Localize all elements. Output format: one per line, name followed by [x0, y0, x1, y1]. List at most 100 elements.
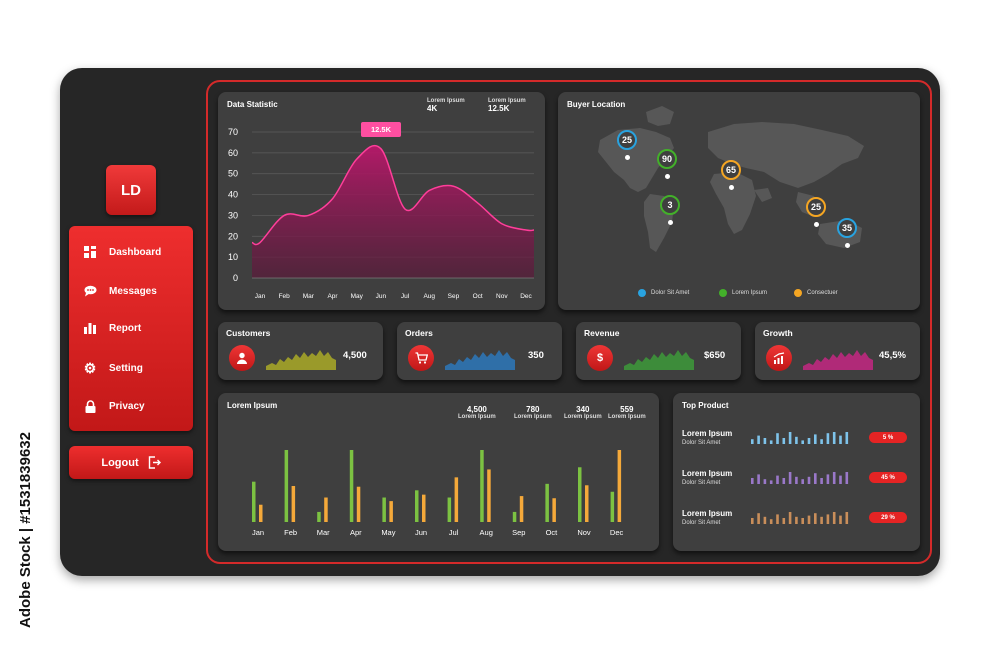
- panel-title: Buyer Location: [567, 100, 626, 109]
- bar: [454, 477, 459, 522]
- location-pin[interactable]: 65: [721, 160, 741, 180]
- location-pin[interactable]: 3: [660, 195, 680, 215]
- x-tick-label: Jan: [255, 293, 266, 300]
- mini-bar: [782, 438, 786, 444]
- content-outline: [206, 80, 932, 564]
- mini-bar: [757, 513, 760, 524]
- bar: [324, 497, 328, 522]
- legend-label: Consectuer: [807, 290, 838, 296]
- product-sub: Dolor Sit Amet: [682, 440, 721, 446]
- mini-bar: [776, 433, 779, 444]
- mini-bar: [832, 432, 836, 444]
- stat-block: 340 Lorem Ipsum: [564, 405, 602, 420]
- bar: [512, 511, 517, 522]
- panel-title: Lorem Ipsum: [227, 401, 278, 410]
- mini-bar: [814, 513, 817, 524]
- mini-bar: [820, 516, 823, 524]
- sidebar-item-report[interactable]: Report: [83, 321, 141, 335]
- sidebar-item-label: Dashboard: [109, 246, 162, 258]
- kpi-card-orders[interactable]: Orders 350: [397, 322, 562, 380]
- y-tick-label: 10: [228, 252, 238, 262]
- bar-chart: Jan Feb Mar Apr May Jun Jul Aug Sep Oct Nov Dec: [252, 450, 624, 537]
- gear-icon: ⚙: [83, 359, 97, 376]
- stat-value: 4,500: [466, 405, 487, 414]
- y-tick-label: 30: [228, 210, 238, 220]
- data-statistic-panel: Data Statistic Lorem Ipsum 4K Lorem Ipsu…: [218, 92, 545, 310]
- kpi-card-customers[interactable]: Customers 4,500: [218, 322, 383, 380]
- logo[interactable]: LD: [106, 165, 156, 215]
- location-pin[interactable]: 25: [806, 197, 826, 217]
- x-tick-label: Oct: [546, 528, 559, 537]
- bar: [284, 450, 289, 522]
- kpi-card-growth[interactable]: Growth 45,5%: [755, 322, 920, 380]
- mini-bar: [839, 515, 842, 524]
- sidebar-item-dashboard[interactable]: Dashboard: [83, 245, 161, 259]
- legend-swatch: [794, 289, 802, 297]
- sidebar-item-messages[interactable]: Messages: [83, 284, 157, 298]
- mini-bar: [826, 474, 830, 484]
- legend-item: Lorem Ipsum: [719, 289, 767, 297]
- legend-label: Lorem Ipsum: [732, 290, 768, 296]
- kpi-title: Orders: [405, 328, 433, 338]
- mini-bar: [757, 474, 760, 484]
- mini-bar: [820, 439, 823, 444]
- legend-item: Dolor Sit Amet: [638, 289, 689, 297]
- sparkline-area: [445, 350, 515, 370]
- pin-value: 3: [667, 200, 673, 210]
- y-tick-label: 0: [233, 273, 238, 283]
- product-sub: Dolor Sit Amet: [682, 480, 721, 486]
- y-tick-label: 50: [228, 169, 238, 179]
- pin-dot: [845, 243, 850, 248]
- mini-bar: [801, 518, 804, 524]
- pin-value: 65: [725, 165, 736, 175]
- sidebar-item-label: Messages: [109, 285, 157, 297]
- top-product-panel: Top Product Lorem Ipsum Dolor Sit Amet 5…: [673, 393, 920, 551]
- stat-label: Lorem Ipsum: [488, 98, 526, 104]
- stat-block: Lorem Ipsum 12.5K: [488, 98, 526, 113]
- sidebar-item-setting[interactable]: ⚙ Setting: [83, 359, 143, 376]
- location-pin[interactable]: 90: [657, 149, 677, 169]
- x-tick-label: Mar: [317, 528, 330, 537]
- bar: [610, 491, 615, 522]
- product-badge: 5 %: [869, 432, 907, 443]
- logout-button[interactable]: Logout: [69, 446, 193, 479]
- mini-bar: [845, 432, 849, 444]
- bar: [349, 450, 354, 522]
- tooltip-value: 12.5K: [370, 125, 391, 134]
- product-bars: [751, 472, 849, 484]
- sidebar-item-label: Privacy: [109, 400, 145, 412]
- bar: [487, 469, 491, 522]
- mini-bar: [839, 435, 842, 444]
- area-chart: 0 10 20 30 40 50 60 70 Jan Feb Mar Apr May Jun Jul Aug…: [228, 127, 535, 300]
- stat-block: 4,500 Lorem Ipsum: [458, 405, 496, 420]
- kpi-card-revenue[interactable]: Revenue $ $650: [576, 322, 741, 380]
- x-tick-label: Dec: [520, 293, 532, 300]
- x-tick-label: Aug: [423, 293, 435, 300]
- x-tick-label: Aug: [480, 528, 493, 537]
- kpi-title: Customers: [226, 328, 271, 338]
- product-bars: [751, 432, 849, 444]
- y-tick-label: 40: [228, 190, 238, 200]
- bar: [552, 498, 556, 522]
- dashboard-icon: [83, 245, 97, 259]
- mini-bar: [814, 434, 817, 444]
- area-line: [251, 144, 535, 246]
- x-tick-label: Feb: [284, 528, 297, 537]
- bar: [519, 496, 524, 522]
- x-tick-label: Jul: [401, 293, 410, 300]
- panel-title: Data Statistic: [227, 100, 278, 109]
- stat-value: 4K: [427, 104, 438, 113]
- sidebar-item-privacy[interactable]: Privacy: [83, 399, 145, 413]
- stat-block: 780 Lorem Ipsum: [514, 405, 552, 420]
- sidebar-item-label: Report: [109, 322, 142, 334]
- legend-swatch: [638, 289, 646, 297]
- legend-swatch: [719, 289, 727, 297]
- mini-bar: [763, 438, 767, 444]
- watermark-text: Adobe Stock | #1531839632: [17, 432, 34, 628]
- location-pin[interactable]: 35: [837, 218, 857, 238]
- location-pin[interactable]: 25: [617, 130, 637, 150]
- cart-icon: [408, 345, 434, 371]
- mini-bar: [814, 473, 817, 484]
- pin-value: 35: [841, 223, 852, 233]
- x-tick-label: Apr: [327, 293, 338, 300]
